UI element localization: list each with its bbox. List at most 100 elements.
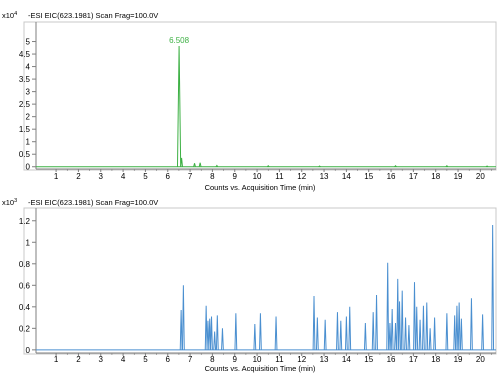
x-tick-label: 17 xyxy=(409,172,418,181)
peak xyxy=(425,302,429,350)
peak xyxy=(198,162,202,167)
y-tick-label: 0.8 xyxy=(19,260,31,269)
peak xyxy=(210,316,213,350)
peak xyxy=(457,302,461,350)
x-tick-label: 14 xyxy=(342,355,351,364)
peak xyxy=(259,313,262,350)
peak xyxy=(181,285,185,350)
peak xyxy=(470,298,473,350)
y-multiplier: x104 xyxy=(2,11,17,20)
y-tick-label: 4 xyxy=(26,63,31,72)
x-tick-label: 12 xyxy=(297,355,306,364)
peak xyxy=(455,305,459,350)
chart-title: -ESI EIC(623.1981) Scan Frag=100.0V xyxy=(28,11,158,20)
x-axis: 1 2 3 4 5 6 7 8 9 10 11 12 13 14 15 16 17 18 19 20 xyxy=(36,168,496,181)
peak xyxy=(215,164,219,168)
peak xyxy=(193,163,196,167)
y-tick-label: 1 xyxy=(26,138,31,147)
y-tick-label: 1.5 xyxy=(19,125,31,134)
x-tick-label: 20 xyxy=(476,172,485,181)
peak xyxy=(179,310,183,350)
peak xyxy=(266,164,270,168)
peak xyxy=(422,305,425,350)
eic-panel-bottom: x103 -ESI EIC(623.1981) Scan Frag=100.0V… xyxy=(2,198,497,373)
peak xyxy=(396,278,400,350)
peak xyxy=(390,308,394,350)
x-tick-label: 9 xyxy=(233,172,238,181)
y-tick-label: 0.6 xyxy=(19,281,31,290)
y-tick-label: 2.5 xyxy=(19,100,31,109)
peak xyxy=(315,317,319,350)
x-tick-label: 19 xyxy=(454,172,463,181)
peak xyxy=(208,318,212,350)
peak xyxy=(388,322,392,350)
y-tick-label: 5 xyxy=(26,38,31,47)
y-tick-label: 3 xyxy=(26,88,31,97)
peak xyxy=(234,313,238,350)
x-tick-label: 4 xyxy=(121,172,126,181)
peak xyxy=(445,313,449,350)
x-tick-label: 4 xyxy=(121,355,126,364)
peak xyxy=(394,164,397,168)
peak xyxy=(274,316,278,350)
peak xyxy=(453,315,457,350)
peak-label: 6.508 xyxy=(169,36,190,45)
peak xyxy=(176,46,182,167)
peak xyxy=(221,328,224,350)
peak xyxy=(215,315,219,350)
y-tick-label: 2 xyxy=(26,113,31,122)
plot-frame xyxy=(23,207,497,355)
x-tick-label: 3 xyxy=(99,172,104,181)
y-tick-label: 1 xyxy=(26,238,31,247)
peak xyxy=(459,318,463,350)
x-tick-label: 1 xyxy=(54,172,59,181)
x-tick-label: 12 xyxy=(297,172,306,181)
x-tick-label: 10 xyxy=(253,172,262,181)
peak xyxy=(413,282,416,350)
peak xyxy=(491,225,495,350)
peak xyxy=(485,165,489,168)
x-axis: 1 2 3 4 5 6 7 8 9 10 11 12 13 14 15 16 17 18 19 20 xyxy=(36,352,496,364)
x-tick-label: 18 xyxy=(431,355,440,364)
x-tick-label: 16 xyxy=(387,172,396,181)
x-tick-label: 1 xyxy=(54,355,59,364)
trace: 6.508 xyxy=(36,36,496,168)
x-tick-label: 8 xyxy=(210,172,215,181)
x-tick-label: 11 xyxy=(275,355,284,364)
y-tick-label: 1.2 xyxy=(19,217,31,226)
eic-panel-top: x104 -ESI EIC(623.1981) Scan Frag=100.0V… xyxy=(2,11,497,192)
peak xyxy=(445,164,449,168)
x-tick-label: 15 xyxy=(364,355,373,364)
y-tick-label: 0.4 xyxy=(19,303,31,312)
x-axis-label: Counts vs. Acquisition Time (min) xyxy=(205,183,316,192)
x-tick-label: 8 xyxy=(210,355,215,364)
peak xyxy=(433,317,436,350)
x-tick-label: 17 xyxy=(409,355,418,364)
y-axis: 0 0.2 0.4 0.6 0.8 1 1.2 xyxy=(19,208,37,355)
x-tick-label: 19 xyxy=(454,355,463,364)
peak xyxy=(348,306,352,350)
peak xyxy=(204,305,208,350)
x-tick-label: 6 xyxy=(166,355,171,364)
x-axis-label: Counts vs. Acquisition Time (min) xyxy=(205,364,316,373)
peak xyxy=(253,324,257,350)
x-tick-label: 3 xyxy=(99,355,104,364)
peak xyxy=(418,319,422,350)
peak xyxy=(336,312,339,350)
x-tick-label: 13 xyxy=(320,355,329,364)
x-tick-label: 20 xyxy=(476,355,485,364)
x-tick-label: 15 xyxy=(364,172,373,181)
x-tick-label: 18 xyxy=(431,172,440,181)
peak xyxy=(363,322,367,350)
peak xyxy=(180,157,183,167)
peak xyxy=(404,317,407,350)
peak xyxy=(481,314,485,350)
x-tick-label: 6 xyxy=(166,172,171,181)
peak xyxy=(386,262,390,350)
x-tick-label: 7 xyxy=(188,172,193,181)
peak xyxy=(371,312,375,350)
y-tick-label: 0.5 xyxy=(19,150,31,159)
plot-frame xyxy=(23,21,497,171)
x-tick-label: 10 xyxy=(253,355,262,364)
